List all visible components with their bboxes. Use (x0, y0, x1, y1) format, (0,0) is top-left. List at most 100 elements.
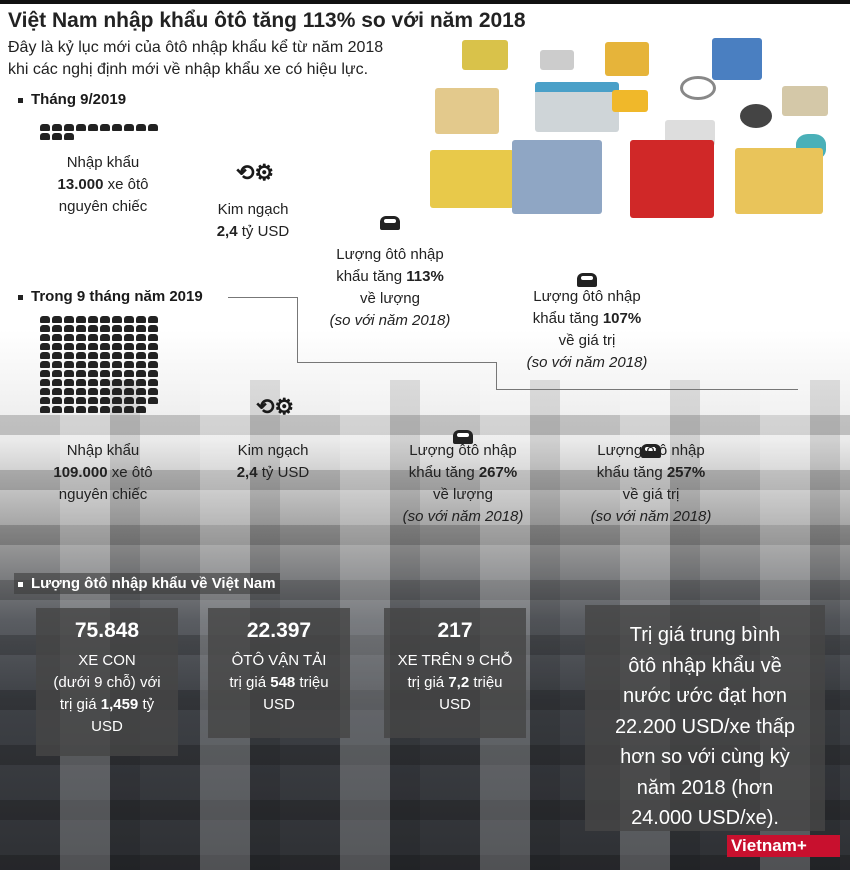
car-pictogram (124, 361, 134, 368)
car-pictogram (112, 361, 122, 368)
car-pictogram (40, 124, 50, 131)
car-pictogram (148, 334, 158, 341)
car-pictogram (112, 343, 122, 350)
car-pictogram (112, 370, 122, 377)
month-worth-stat: Lượng ôtô nhập khẩu tăng 107% về giá trị (s… (526, 288, 648, 371)
car-pictogram (136, 334, 146, 341)
car-pictogram (52, 343, 62, 350)
car-pictogram (40, 343, 50, 350)
car-pictogram (76, 397, 86, 404)
car-pictogram (100, 370, 110, 377)
car-pictogram (100, 388, 110, 395)
car-pictogram-grid (40, 316, 158, 413)
car-pictogram (100, 334, 110, 341)
car-pictogram (88, 406, 98, 413)
car-pictogram (100, 124, 110, 131)
month-import-stat: Nhập khẩu 13.000 xe ôtô nguyên chiếc (57, 154, 149, 215)
top-bar (0, 0, 850, 4)
car-pictogram (136, 406, 146, 413)
car-pictogram (124, 397, 134, 404)
car-pictogram (124, 325, 134, 332)
car-pictogram (52, 397, 62, 404)
car-pictogram (52, 361, 62, 368)
car-pictogram (64, 325, 74, 332)
car-pictogram (124, 370, 134, 377)
car-pictogram (136, 397, 146, 404)
car-pictogram (64, 343, 74, 350)
car-pictogram (52, 406, 62, 413)
car-pictogram (64, 352, 74, 359)
car-pictogram (136, 352, 146, 359)
car-pictogram (88, 397, 98, 404)
car-pictogram (88, 352, 98, 359)
car-pictogram (100, 406, 110, 413)
car-pictogram (52, 325, 62, 332)
car-pictogram (148, 352, 158, 359)
car-pictogram (76, 325, 86, 332)
car-pictogram (64, 388, 74, 395)
car-pictogram (52, 124, 62, 131)
stat-box-trucks: 22.397 ÔTÔ VẬN TẢI trị giá 548 triệu USD (208, 608, 350, 738)
car-pictogram (112, 379, 122, 386)
car-icon (577, 273, 597, 287)
car-icon (380, 216, 400, 230)
car-pictogram (136, 124, 146, 131)
car-pictogram (76, 334, 86, 341)
car-pictogram (112, 352, 122, 359)
car-pictogram (124, 316, 134, 323)
subtitle-line: khi các nghị định mới về nhập khẩu xe có… (8, 61, 369, 78)
car-pictogram (136, 370, 146, 377)
car-pictogram (148, 370, 158, 377)
car-pictogram (40, 406, 50, 413)
heading-text: Trong 9 tháng năm 2019 (31, 288, 203, 305)
car-pictogram (40, 334, 50, 341)
car-pictogram (52, 388, 62, 395)
stat-box-buses: 217 XE TRÊN 9 CHỖ trị giá 7,2 triệu USD (384, 608, 526, 738)
car-pictogram (100, 325, 110, 332)
car-pictogram (136, 379, 146, 386)
car-pictogram (64, 406, 74, 413)
car-pictogram (40, 325, 50, 332)
car-pictogram (52, 379, 62, 386)
car-pictogram (76, 370, 86, 377)
car-pictogram (112, 334, 122, 341)
car-pictogram (76, 124, 86, 131)
month-value-stat: Kim ngạch 2,4 tỷ USD (216, 201, 290, 240)
car-pictogram (88, 316, 98, 323)
car-pictogram (112, 325, 122, 332)
gear-cycle-icon: ⟲⚙ (256, 394, 295, 419)
car-pictogram (88, 325, 98, 332)
car-pictogram (148, 397, 158, 404)
car-pictogram (64, 361, 74, 368)
car-pictogram (124, 388, 134, 395)
car-pictogram (100, 379, 110, 386)
car-pictogram (124, 406, 134, 413)
car-pictogram (148, 343, 158, 350)
car-pictogram (148, 379, 158, 386)
car-pictogram (52, 316, 62, 323)
car-pictogram (64, 316, 74, 323)
car-pictogram (64, 379, 74, 386)
car-pictogram (76, 343, 86, 350)
car-pictogram (76, 379, 86, 386)
car-icon (641, 444, 661, 458)
subtitle: Đây là kỷ lục mới của ôtô nhập khẩu kể t… (8, 37, 383, 81)
car-pictogram (88, 334, 98, 341)
car-pictogram (88, 388, 98, 395)
car-pictogram (148, 124, 158, 131)
car-pictogram (64, 133, 74, 140)
car-pictogram (40, 379, 50, 386)
subtitle-line: Đây là kỷ lục mới của ôtô nhập khẩu kể t… (8, 39, 384, 56)
vietnamplus-logo: Vietnam+ (727, 835, 840, 857)
car-pictogram (100, 397, 110, 404)
car-pictogram (112, 388, 122, 395)
car-pictogram (76, 388, 86, 395)
gear-cycle-icon: ⟲⚙ (236, 160, 275, 185)
summary-box: Trị giá trung bình ôtô nhập khẩu về nước ư… (585, 605, 825, 831)
car-pictogram (52, 352, 62, 359)
section-heading-imports: Lượng ôtô nhập khẩu về Việt Nam (14, 573, 280, 594)
car-pictogram (64, 397, 74, 404)
car-pictogram (64, 370, 74, 377)
car-pictogram-grid (40, 124, 158, 140)
car-pictogram (64, 334, 74, 341)
